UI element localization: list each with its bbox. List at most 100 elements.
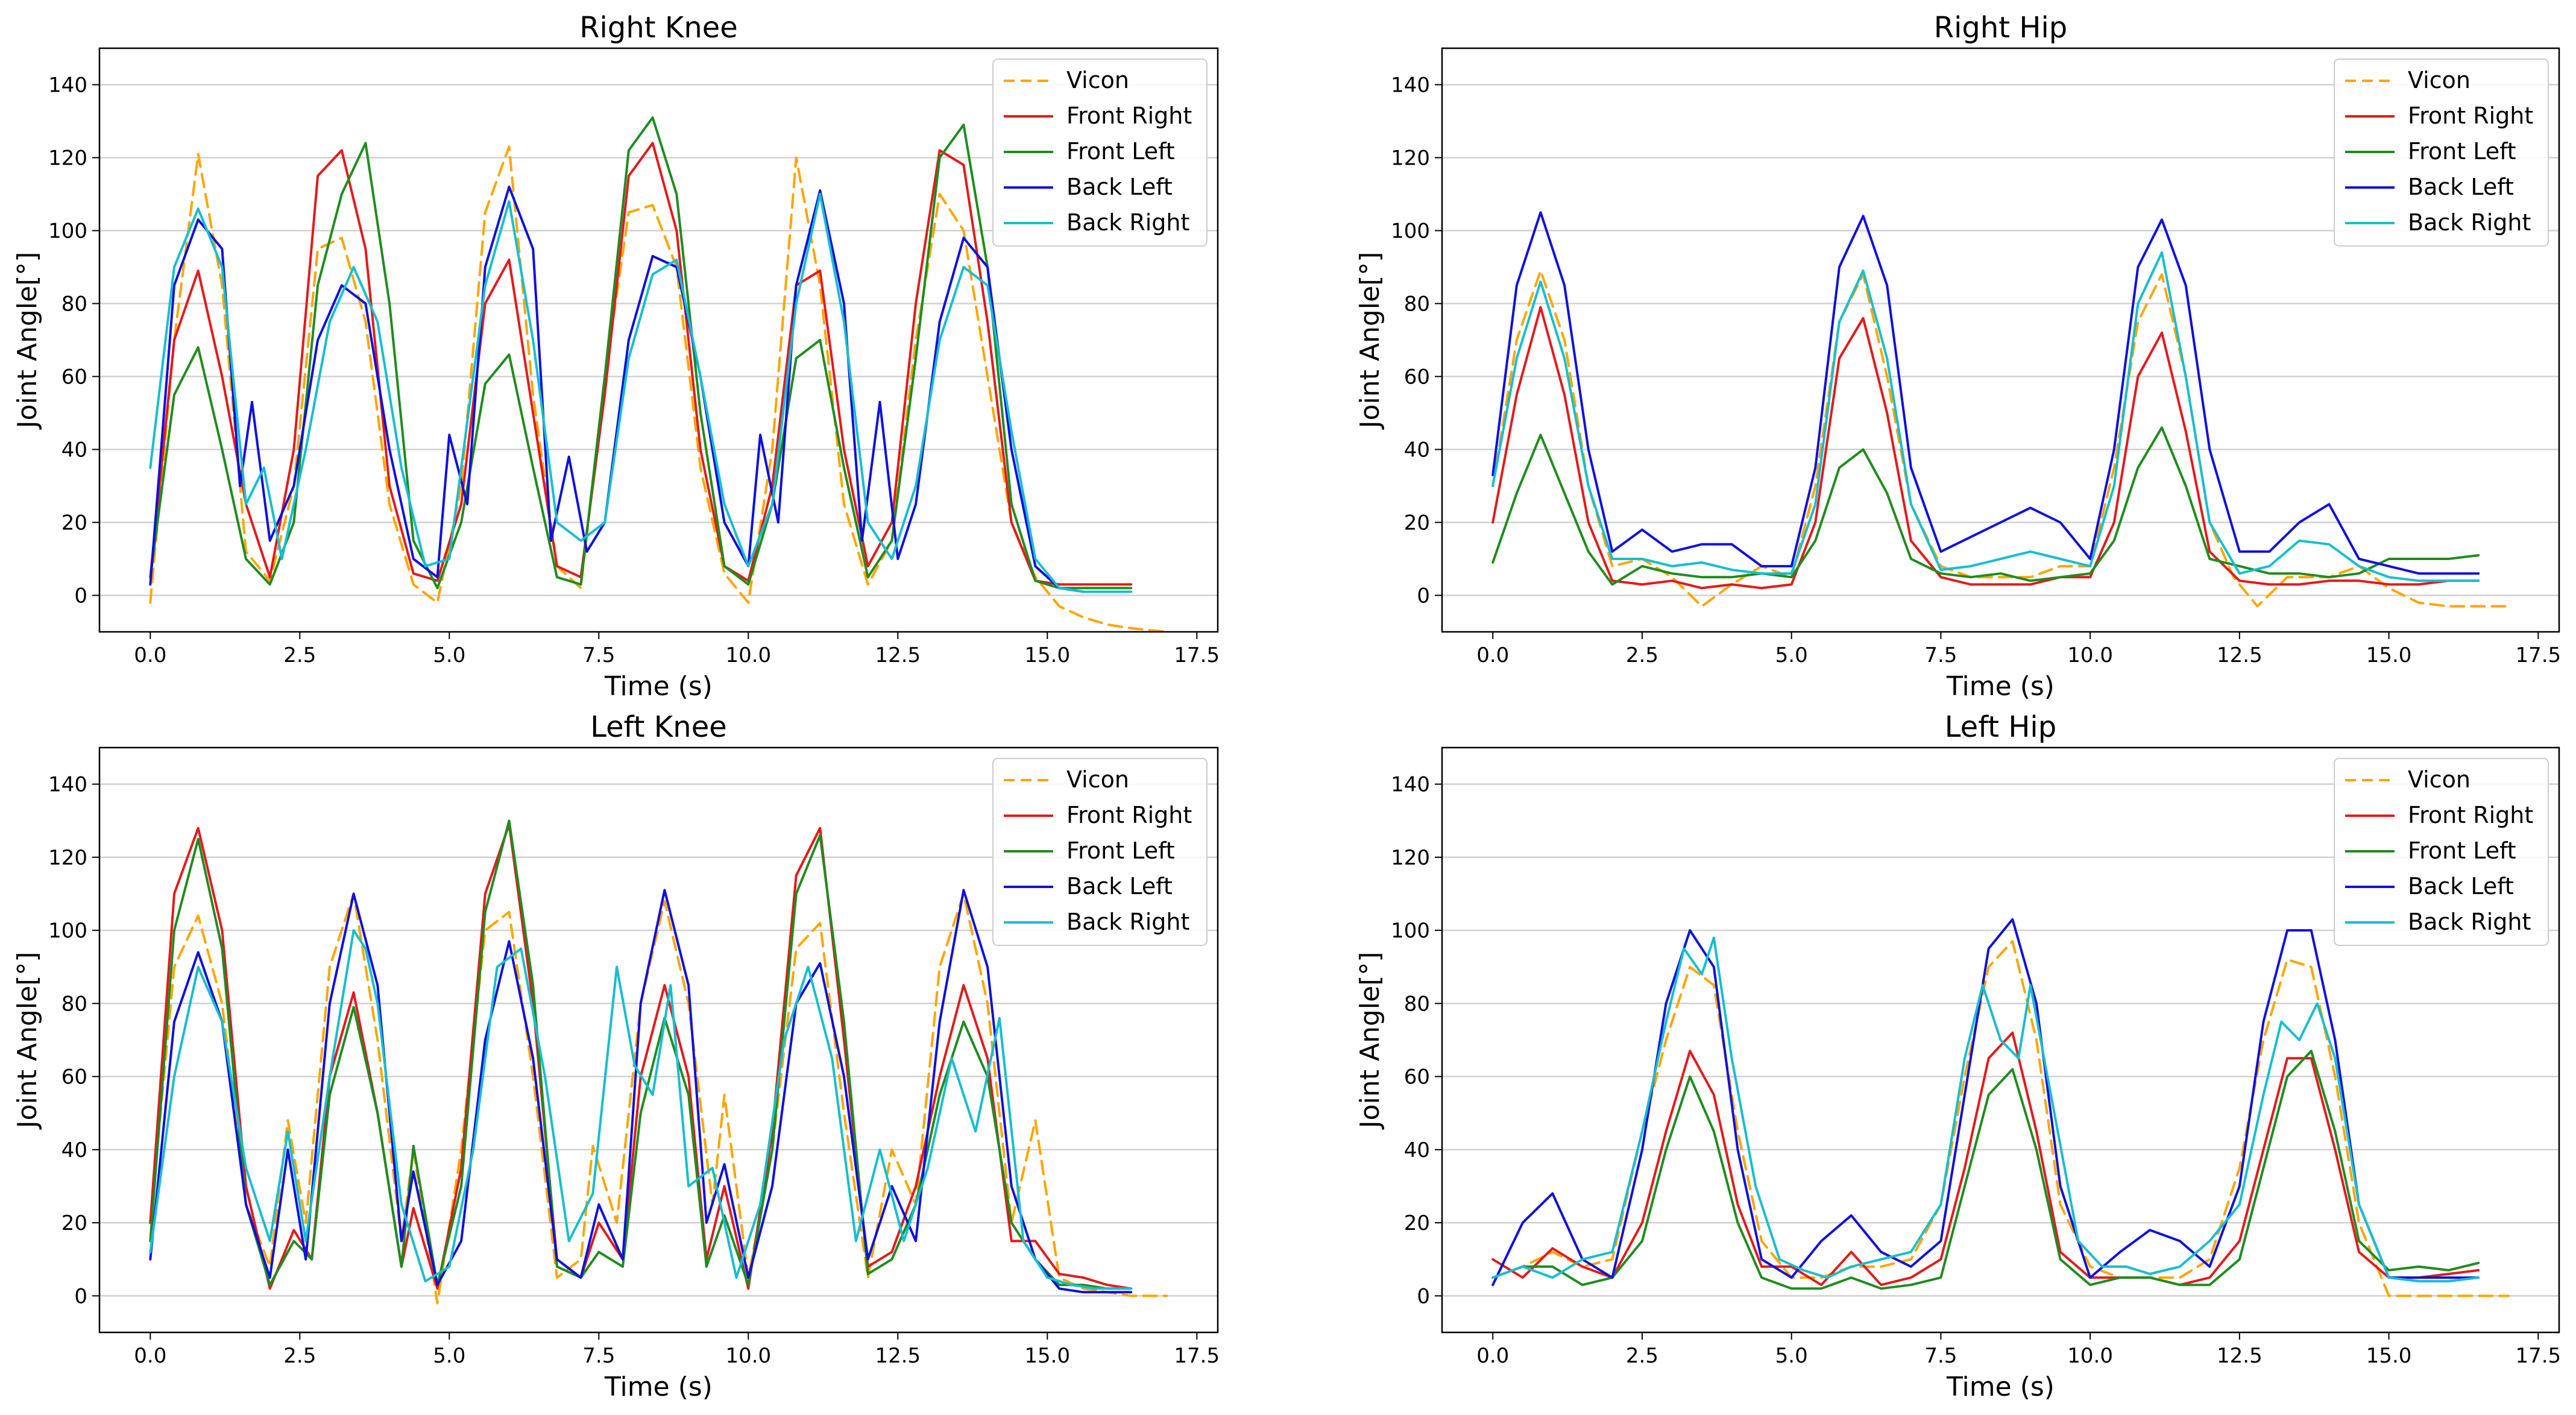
x-tick-label: 7.5: [1924, 643, 1957, 667]
chart-title: Left Knee: [590, 710, 727, 744]
y-tick-label: 100: [48, 919, 87, 943]
y-tick-label: 80: [1404, 292, 1430, 317]
y-tick-label: 140: [48, 74, 87, 98]
series-line-front-left: [149, 819, 1133, 1290]
x-tick-label: 0.0: [1476, 643, 1509, 667]
x-tick-label: 5.0: [1775, 1344, 1808, 1368]
series-line-front-right: [149, 823, 1133, 1290]
legend-label: Front Right: [2408, 802, 2533, 828]
y-tick-label: 140: [1391, 773, 1430, 797]
x-tick-label: 12.5: [875, 643, 921, 667]
x-tick-label: 2.5: [1626, 643, 1658, 667]
legend-label: Back Left: [1066, 873, 1173, 900]
x-tick-label: 2.5: [283, 1344, 316, 1368]
legend-label: Front Left: [2408, 837, 2516, 864]
x-tick-label: 17.5: [2515, 643, 2561, 667]
y-tick-label: 40: [61, 1138, 87, 1162]
x-tick-label: 7.5: [582, 643, 615, 667]
series-group: [149, 819, 1168, 1305]
legend-box: [2334, 58, 2549, 247]
legend-label: Front Left: [2408, 138, 2516, 165]
x-tick-label: 17.5: [1174, 1344, 1220, 1368]
y-tick-label: 0: [74, 584, 87, 608]
y-tick-label: 0: [74, 1284, 87, 1308]
x-tick-label: 5.0: [433, 643, 465, 667]
x-tick-label: 5.0: [433, 1344, 465, 1368]
x-axis-label: Time (s): [1946, 1372, 2055, 1402]
x-tick-label: 10.0: [2067, 1344, 2113, 1368]
legend-label: Vicon: [1066, 766, 1129, 793]
x-tick-label: 5.0: [1775, 643, 1808, 667]
x-tick-label: 7.5: [1924, 1344, 1957, 1368]
y-tick-label: 60: [1404, 1065, 1430, 1089]
y-tick-label: 120: [1391, 147, 1430, 171]
legend-label: Front Left: [1066, 138, 1175, 165]
y-tick-label: 140: [1391, 74, 1430, 98]
series-line-vicon: [149, 145, 1168, 632]
chart-title: Right Knee: [579, 11, 738, 45]
x-tick-label: 17.5: [2515, 1344, 2561, 1368]
y-tick-label: 40: [1404, 1138, 1430, 1162]
series-line-front-left: [1491, 426, 2480, 586]
y-tick-label: 0: [1417, 1284, 1430, 1308]
axes-frame: [1441, 47, 2560, 633]
legend-label: Back Left: [2408, 174, 2514, 200]
y-tick-label: 140: [48, 773, 87, 797]
legend-label: Back Left: [2408, 873, 2514, 900]
y-axis-label: Joint Angle[°]: [1355, 952, 1385, 1130]
series-line-front-left: [1491, 1050, 2480, 1290]
y-tick-label: 20: [61, 511, 87, 535]
legend-label: Front Left: [1066, 837, 1175, 864]
legend-label: Back Right: [1066, 909, 1189, 935]
legend: Vicon Front Right Front Left Back Left Back …: [992, 58, 1208, 247]
series-line-front-left: [149, 116, 1133, 590]
axes-frame: [98, 47, 1219, 633]
y-tick-label: 60: [61, 1065, 87, 1089]
legend-label: Back Left: [1066, 174, 1173, 200]
y-tick-label: 20: [61, 1211, 87, 1235]
x-tick-label: 0.0: [134, 1344, 166, 1368]
x-tick-label: 0.0: [1476, 1344, 1509, 1368]
legend-label: Front Right: [1066, 802, 1192, 828]
x-tick-label: 7.5: [582, 1344, 615, 1368]
series-group: [1491, 918, 2510, 1297]
series-line-back-right: [149, 929, 1133, 1290]
y-tick-label: 120: [48, 846, 87, 870]
series-line-vicon: [1491, 940, 2510, 1297]
y-axis-label: Joint Angle[°]: [12, 952, 43, 1130]
series-line-back-left: [1491, 918, 2480, 1287]
legend-label: Vicon: [2408, 67, 2471, 93]
x-tick-label: 17.5: [1174, 643, 1220, 667]
y-tick-label: 100: [48, 219, 87, 244]
x-tick-label: 12.5: [875, 1344, 921, 1368]
x-tick-label: 10.0: [725, 1344, 771, 1368]
chart-title: Left Hip: [1945, 710, 2056, 744]
y-tick-label: 120: [48, 147, 87, 171]
y-tick-label: 20: [1404, 1211, 1430, 1235]
series-line-back-left: [1491, 211, 2480, 575]
chart-panel-1: 0 20 40 60 80 100 120 140 0.0 2.5 5.0 7.5 10.0 12.5 15…: [1355, 11, 2561, 702]
y-tick-label: 0: [1417, 584, 1430, 608]
legend-box: [992, 58, 1208, 247]
legend-label: Front Right: [1066, 102, 1192, 129]
chart-panel-2: 0 20 40 60 80 100 120 140 0.0 2.5 5.0 7.5 10.0 12.5 15…: [12, 710, 1220, 1402]
x-tick-label: 2.5: [283, 643, 316, 667]
series-line-back-left: [149, 185, 1133, 593]
y-tick-label: 60: [1404, 365, 1430, 389]
x-tick-label: 0.0: [134, 643, 166, 667]
legend-box: [992, 758, 1208, 946]
axes-frame: [1441, 746, 2560, 1334]
x-tick-label: 2.5: [1626, 1344, 1658, 1368]
legend: Vicon Front Right Front Left Back Left Back …: [992, 758, 1208, 946]
series-line-back-right: [1491, 251, 2480, 582]
y-tick-label: 20: [1404, 511, 1430, 535]
series-group: [1491, 211, 2510, 608]
legend-label: Vicon: [2408, 766, 2471, 793]
x-axis-label: Time (s): [604, 1372, 713, 1402]
x-tick-label: 15.0: [1024, 643, 1070, 667]
series-line-front-right: [1491, 1031, 2480, 1287]
series-line-front-right: [149, 142, 1133, 586]
y-tick-label: 100: [1391, 219, 1430, 244]
legend-label: Back Right: [2408, 209, 2531, 236]
